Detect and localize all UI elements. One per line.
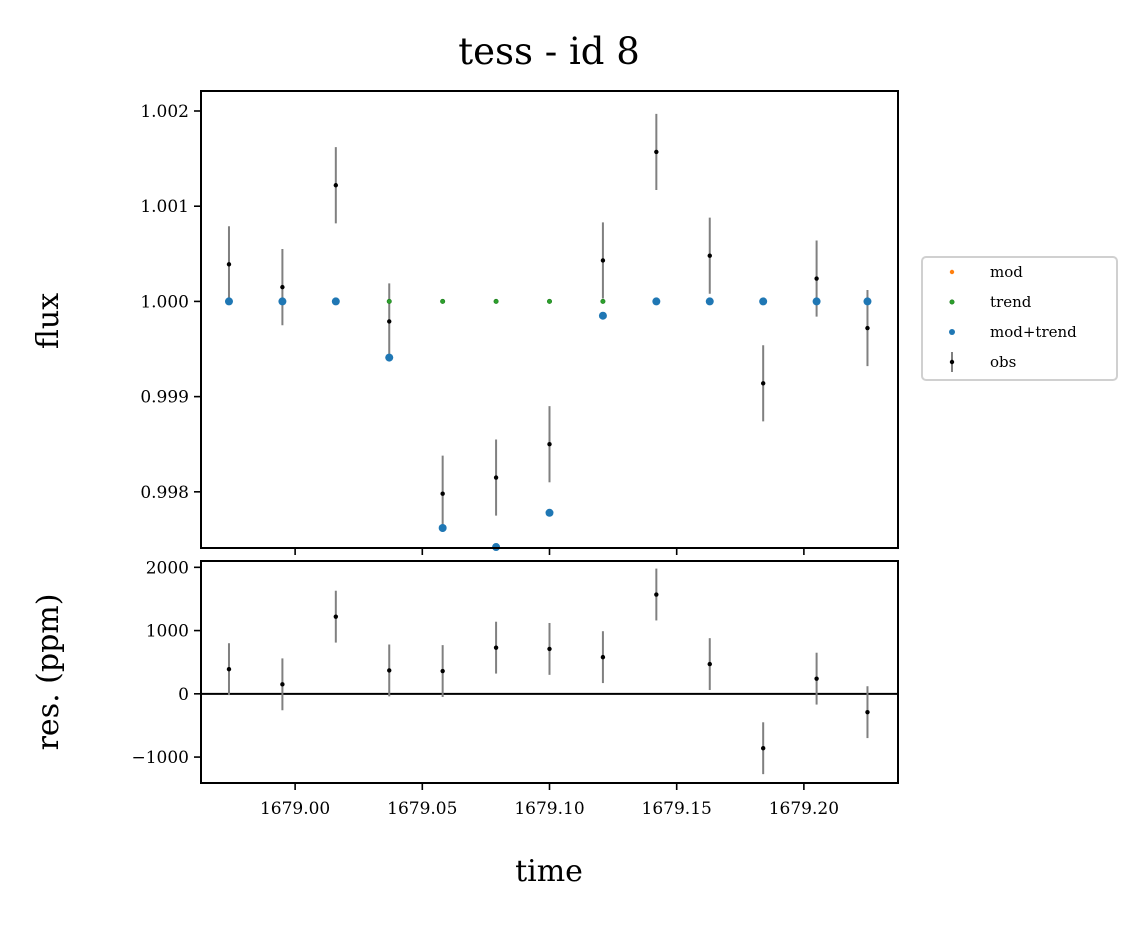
obs-point (865, 325, 870, 331)
mod-trend-point (224, 297, 233, 306)
residual-point (814, 676, 819, 681)
residual-point (547, 646, 552, 652)
legend-marker-trend (949, 299, 955, 305)
trend-point (386, 298, 392, 304)
trend-point (546, 298, 552, 304)
top-ytick-label: 1.001 (140, 197, 189, 217)
mod-trend-point (812, 297, 821, 306)
legend: mod trend mod+trend obs (921, 256, 1118, 381)
obs-point (814, 276, 819, 281)
top-ytick-label: 0.998 (140, 483, 189, 503)
residual-point (493, 645, 499, 650)
bottom-xtick-label: 1679.00 (260, 799, 330, 819)
obs-point (440, 491, 445, 496)
obs-point (707, 253, 712, 258)
top-ylabel: flux (31, 293, 66, 349)
legend-label: mod (990, 263, 1023, 281)
top-ytick-label: 0.999 (140, 388, 189, 408)
mod-trend-point (438, 524, 447, 533)
residual-point (760, 746, 766, 751)
residual-point (600, 654, 606, 660)
chart-title: tess - id 8 (458, 30, 640, 73)
mod-trend-point (385, 353, 394, 362)
residual-point (280, 682, 285, 687)
bottom-ytick-label: 2000 (146, 558, 189, 578)
legend-label: obs (990, 353, 1016, 371)
trend-point (600, 298, 606, 304)
mod-trend-point (705, 297, 714, 306)
legend-frame (921, 256, 1118, 381)
top-ytick-label: 1.000 (140, 292, 189, 312)
obs-point (387, 319, 392, 324)
obs-point (333, 183, 339, 188)
obs-point (280, 284, 285, 290)
bottom-axes-frame (200, 560, 899, 784)
mod-trend-point (278, 297, 287, 306)
mod-trend-point (545, 508, 554, 517)
mod-trend-point (652, 297, 661, 306)
bottom-xtick-label: 1679.10 (514, 799, 584, 819)
residual-point (865, 709, 870, 715)
bottom-xtick-label: 1679.05 (387, 799, 457, 819)
trend-point (493, 298, 499, 304)
obs-point (547, 442, 552, 447)
residual-point (440, 668, 445, 674)
residual-point (387, 668, 392, 673)
obs-point (654, 149, 659, 155)
legend-label: trend (990, 293, 1032, 311)
top-plot-area: 0.998 0.999 1.000 1.001 1.002 (140, 90, 899, 555)
bottom-ytick-label: 1000 (146, 622, 189, 642)
bottom-xtick-label: 1679.20 (769, 799, 839, 819)
bottom-ylabel: res. (ppm) (31, 594, 66, 751)
bottom-ytick-label: −1000 (131, 748, 189, 768)
legend-marker-obs-dot (949, 359, 955, 365)
bottom-plot-area: 1679.00 1679.05 1679.10 1679.15 1679.20 −1000… (131, 558, 899, 819)
bottom-xtick-label: 1679.15 (642, 799, 712, 819)
residual-point (226, 666, 232, 672)
residual-point (654, 592, 659, 597)
mod-trend-point (598, 311, 607, 320)
obs-point (760, 381, 766, 386)
legend-marker-mod (949, 269, 955, 275)
trend-point (440, 298, 446, 304)
mod-trend-point (759, 297, 768, 306)
legend-marker-mod-trend (949, 329, 955, 335)
mod-trend-point (863, 297, 872, 306)
top-ytick-label: 1.002 (140, 102, 189, 122)
obs-point (600, 258, 606, 263)
bottom-ytick-label: 0 (178, 685, 189, 705)
bottom-xlabel: time (515, 854, 583, 889)
residual-point (707, 661, 712, 667)
obs-point (226, 262, 232, 267)
mod-trend-point (331, 297, 340, 306)
residual-point (333, 614, 339, 619)
obs-point (493, 475, 499, 480)
top-axes-frame (200, 90, 899, 549)
legend-label: mod+trend (990, 323, 1077, 341)
